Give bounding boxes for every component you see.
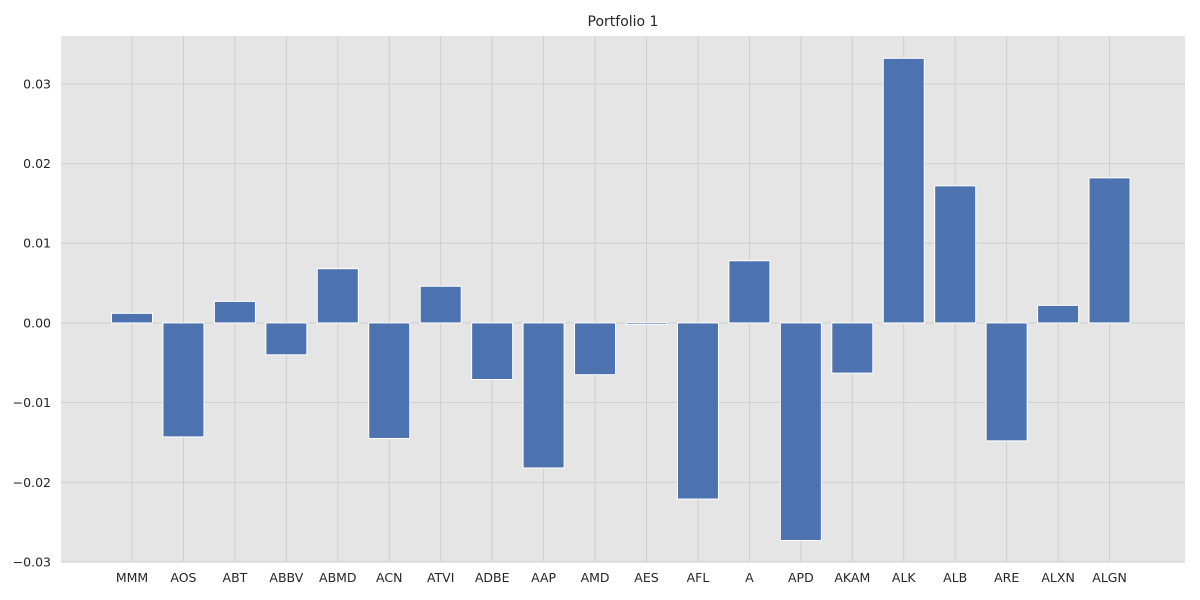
y-axis-ticks: −0.03 −0.02 −0.01 0.00 0.01 0.02 0.03 <box>13 76 51 569</box>
y-tick-label: −0.02 <box>13 475 51 490</box>
x-tick-label: ABBV <box>269 570 303 585</box>
bar-atvi <box>419 285 462 324</box>
x-tick-label: AAP <box>531 570 556 585</box>
bar-alxn <box>1037 304 1080 324</box>
plot-area <box>61 36 1185 562</box>
bar-acn <box>368 322 411 439</box>
y-tick-label: −0.03 <box>13 555 51 570</box>
bar-aos <box>162 322 205 438</box>
bar-abmd <box>316 268 359 324</box>
bar-abt <box>213 300 256 324</box>
x-tick-label: ALXN <box>1041 570 1074 585</box>
bars <box>111 57 1131 541</box>
x-tick-label: AES <box>634 570 658 585</box>
bar-alb <box>934 185 977 324</box>
x-tick-label: A <box>745 570 754 585</box>
bar-algn <box>1088 177 1131 324</box>
bar-afl <box>676 322 719 500</box>
y-tick-label: 0.01 <box>23 236 51 251</box>
bar-apd <box>779 322 822 541</box>
x-tick-label: ALGN <box>1092 570 1127 585</box>
bar-akam <box>831 322 874 374</box>
bar-abbv <box>265 322 308 356</box>
bar-are <box>985 322 1028 442</box>
x-tick-label: ACN <box>376 570 402 585</box>
x-tick-label: ALB <box>943 570 967 585</box>
bar-amd <box>574 322 617 376</box>
bar-adbe <box>471 322 514 380</box>
bar-aap <box>522 322 565 469</box>
bar-aes <box>625 322 668 326</box>
y-tick-label: 0.02 <box>23 156 51 171</box>
y-tick-label: −0.01 <box>13 395 51 410</box>
x-tick-label: AMD <box>581 570 610 585</box>
x-tick-label: ALK <box>892 570 917 585</box>
y-tick-label: 0.00 <box>23 315 51 330</box>
x-tick-label: ABMD <box>319 570 357 585</box>
bar-a <box>728 260 771 324</box>
x-tick-label: ABT <box>223 570 248 585</box>
chart-title: Portfolio 1 <box>588 14 659 30</box>
x-axis-ticks: MMM AOS ABT ABBV ABMD ACN ATVI ADBE AAP AMD AES AFL… <box>116 570 1127 585</box>
bar-alk <box>882 57 925 324</box>
x-tick-label: APD <box>788 570 814 585</box>
x-tick-label: ARE <box>994 570 1019 585</box>
x-tick-label: ATVI <box>427 570 454 585</box>
x-tick-label: AFL <box>687 570 710 585</box>
y-tick-label: 0.03 <box>23 76 51 91</box>
bar-mmm <box>111 312 153 324</box>
x-tick-label: MMM <box>116 570 148 585</box>
x-tick-label: AOS <box>170 570 196 585</box>
x-tick-label: AKAM <box>834 570 870 585</box>
x-tick-label: ADBE <box>475 570 510 585</box>
